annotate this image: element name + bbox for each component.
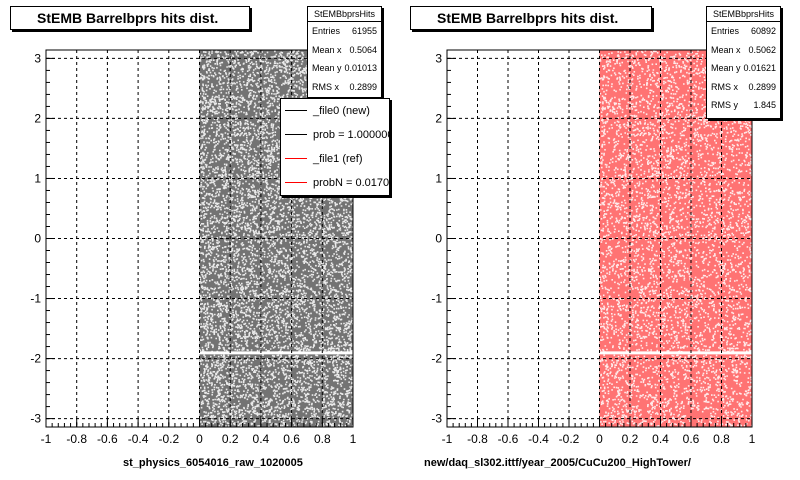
left-x-tick-label: 1 xyxy=(350,432,357,446)
legend-entry: _file0 (new) xyxy=(281,99,389,123)
right-stats-box: StEMBbprsHits Entries 60892 Mean x 0.506… xyxy=(706,6,781,119)
left-y-tick-label: -1 xyxy=(30,292,41,306)
left-x-tick-label: 0.6 xyxy=(283,432,300,446)
stats-name: StEMBbprsHits xyxy=(308,7,381,22)
legend-swatch xyxy=(285,182,307,183)
stats-row: Entries 60892 xyxy=(707,22,780,41)
right-y-tick-label: 1 xyxy=(435,171,442,185)
stats-label: Mean x xyxy=(312,44,342,55)
right-plot-title: StEMB Barrelbprs hits dist. xyxy=(410,6,652,30)
stats-label: Entries xyxy=(711,26,740,36)
legend-entry: _file1 (ref) xyxy=(281,147,389,171)
left-stats-box: StEMBbprsHits Entries 61955 Mean x 0.506… xyxy=(307,6,382,98)
stats-value: 0.2899 xyxy=(748,81,776,92)
stats-label: RMS x xyxy=(312,81,339,92)
stats-value: 1.845 xyxy=(753,100,776,110)
legend-label: prob = 1.000000 xyxy=(313,129,390,141)
stats-label: Mean y xyxy=(312,63,342,73)
right-y-tick-label: -3 xyxy=(431,412,442,426)
stats-row: Mean y 0.01013 xyxy=(308,59,381,78)
left-x-tick-label: -1 xyxy=(41,432,52,446)
right-x-axis-title: new/daq_sl302.ittf/year_2005/CuCu200_Hig… xyxy=(424,457,691,469)
right-x-tick-label: 1 xyxy=(749,432,756,446)
stats-row: RMS y 1.845 xyxy=(707,96,780,115)
right-x-tick-label: -0.4 xyxy=(528,432,549,446)
stats-value: 60892 xyxy=(750,26,776,36)
right-y-tick-label: 2 xyxy=(435,111,442,125)
right-x-tick-label: -0.8 xyxy=(467,432,488,446)
left-hits-noise xyxy=(199,50,355,429)
stats-value: 0.2899 xyxy=(349,81,377,92)
stats-label: RMS x xyxy=(711,81,738,92)
legend-label: _file0 (new) xyxy=(313,105,370,117)
stats-name: StEMBbprsHits xyxy=(707,7,780,22)
left-x-tick-label: 0 xyxy=(196,432,203,446)
stats-row: Mean x 0.5064 xyxy=(308,41,381,60)
left-plot-title: StEMB Barrelbprs hits dist. xyxy=(10,6,250,30)
left-x-tick-label: 0.4 xyxy=(253,432,270,446)
left-x-axis-title: st_physics_6054016_raw_1020005 xyxy=(123,457,303,469)
left-x-tick-label: -0.2 xyxy=(158,432,179,446)
stats-label: Mean y xyxy=(711,63,741,73)
legend: _file0 (new) prob = 1.000000 _file1 (ref… xyxy=(280,98,390,196)
legend-swatch xyxy=(285,110,307,111)
left-x-tick-label: -0.4 xyxy=(128,432,149,446)
left-y-tick-label: 1 xyxy=(34,171,41,185)
right-x-tick-label: -1 xyxy=(442,432,453,446)
left-y-tick-label: 3 xyxy=(34,51,41,65)
left-y-tick-label: 0 xyxy=(34,232,41,246)
right-hits-noise xyxy=(599,50,754,429)
right-x-tick-label: -0.6 xyxy=(498,432,519,446)
stats-label: RMS y xyxy=(711,100,738,110)
right-y-tick-label: 3 xyxy=(435,51,442,65)
left-x-tick-label: -0.8 xyxy=(66,432,87,446)
stats-value: 61955 xyxy=(351,26,377,36)
stats-row: Mean y 0.01621 xyxy=(707,59,780,78)
stats-label: Mean x xyxy=(711,44,741,55)
stats-value: 0.5064 xyxy=(349,44,377,55)
left-y-tick-label: -2 xyxy=(30,352,41,366)
right-x-tick-label: 0.8 xyxy=(713,432,730,446)
stats-row: Mean x 0.5062 xyxy=(707,41,780,60)
legend-entry: probN = 0.017012 xyxy=(281,171,389,195)
right-y-tick-label: -2 xyxy=(431,352,442,366)
right-y-tick-label: 0 xyxy=(435,232,442,246)
right-x-tick-label: 0 xyxy=(596,432,603,446)
legend-swatch xyxy=(285,158,307,159)
legend-swatch xyxy=(285,134,307,135)
stats-row: RMS x 0.2899 xyxy=(308,78,381,97)
stats-value: 0.01621 xyxy=(743,63,776,73)
legend-label: probN = 0.017012 xyxy=(313,177,390,189)
stats-row: Entries 61955 xyxy=(308,22,381,41)
legend-entry: prob = 1.000000 xyxy=(281,123,389,147)
right-x-tick-label: -0.2 xyxy=(559,432,580,446)
right-y-tick-label: -1 xyxy=(431,292,442,306)
left-x-tick-label: 0.2 xyxy=(222,432,239,446)
left-y-tick-label: -3 xyxy=(30,412,41,426)
right-x-tick-label: 0.4 xyxy=(652,432,669,446)
left-x-tick-label: -0.6 xyxy=(97,432,118,446)
left-y-tick-label: 2 xyxy=(34,111,41,125)
legend-label: _file1 (ref) xyxy=(313,153,363,165)
stats-value: 0.01013 xyxy=(344,63,377,73)
stats-row: RMS x 0.2899 xyxy=(707,78,780,97)
left-x-tick-label: 0.8 xyxy=(314,432,331,446)
right-x-tick-label: 0.6 xyxy=(683,432,700,446)
stats-label: Entries xyxy=(312,26,341,36)
stats-value: 0.5062 xyxy=(748,44,776,55)
right-x-tick-label: 0.2 xyxy=(622,432,639,446)
